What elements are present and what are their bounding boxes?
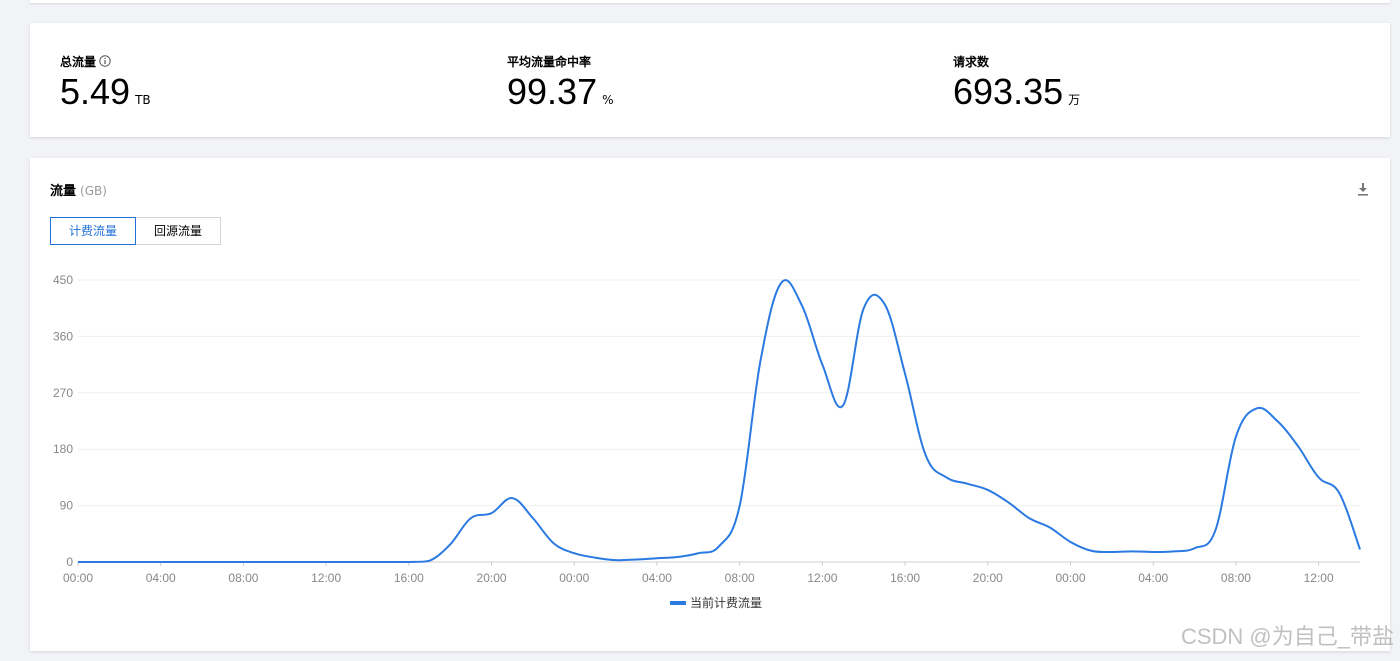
x-tick-label: 04:00 — [146, 571, 176, 585]
x-tick-label: 12:00 — [807, 571, 837, 585]
stat-unit: % — [602, 93, 614, 107]
series-line — [77, 279, 1361, 564]
x-tick-label: 20:00 — [973, 571, 1003, 585]
top-card-edge — [30, 0, 1390, 3]
x-tick-label: 12:00 — [1304, 571, 1334, 585]
x-tick-label: 20:00 — [477, 571, 507, 585]
legend-label: 当前计费流量 — [690, 596, 763, 610]
chart-legend[interactable]: 当前计费流量 — [670, 594, 762, 611]
tab-origin-traffic[interactable]: 回源流量 — [136, 217, 222, 245]
x-tick-label: 08:00 — [228, 571, 258, 585]
x-tick-label: 00:00 — [63, 571, 93, 585]
chart-unit: (GB) — [80, 184, 107, 198]
stat-unit: 万 — [1068, 93, 1081, 107]
watermark: CSDN @为自己_带盐 — [1180, 624, 1394, 649]
stat-label: 请求数 — [953, 54, 990, 69]
x-tick-label: 04:00 — [1138, 571, 1168, 585]
stat-value: 5.49 — [60, 71, 131, 112]
stat-requests: 请求数 693.35 万 — [953, 53, 1080, 112]
x-tick-label: 08:00 — [1221, 571, 1251, 585]
x-tick-label: 00:00 — [1056, 571, 1086, 585]
y-tick-label: 180 — [53, 442, 73, 456]
stat-value: 693.35 — [953, 71, 1064, 112]
y-tick-label: 270 — [53, 386, 73, 400]
traffic-type-tabs: 计费流量 回源流量 — [50, 217, 222, 245]
chart-title-text: 流量 — [50, 184, 77, 199]
x-tick-label: 12:00 — [311, 571, 341, 585]
traffic-chart-card: 流量 (GB) 计费流量 回源流量 0 90 180 270 360 450 00:00 04… — [30, 158, 1390, 651]
x-tick-label: 04:00 — [642, 571, 672, 585]
x-tick-label: 16:00 — [890, 571, 920, 585]
y-tick-label: 90 — [60, 499, 74, 513]
legend-swatch — [670, 600, 686, 605]
y-tick-label: 0 — [66, 555, 73, 569]
tab-billing-traffic[interactable]: 计费流量 — [50, 217, 137, 245]
stat-value: 99.37 — [507, 71, 598, 112]
stat-label: 平均流量命中率 — [507, 54, 592, 69]
x-tick-label: 00:00 — [559, 571, 589, 585]
x-tick-label: 16:00 — [394, 571, 424, 585]
stat-unit: TB — [135, 93, 151, 107]
stat-label: 总流量 — [60, 54, 97, 69]
x-tick-label: 08:00 — [725, 571, 755, 585]
chart-title: 流量 (GB) — [50, 180, 107, 199]
y-tick-label: 450 — [53, 273, 73, 287]
y-tick-label: 360 — [53, 329, 73, 343]
stat-hit-rate: 平均流量命中率 99.37 % — [507, 53, 614, 112]
info-icon[interactable] — [99, 55, 111, 67]
download-icon[interactable] — [1356, 181, 1370, 197]
traffic-line-chart: 0 90 180 270 360 450 00:00 04:00 08:00 12:00 16:0… — [53, 273, 1361, 585]
stats-card: 总流量 5.49 TB 平均流量命中率 99.37 % 请求数 693.35 万 — [30, 23, 1390, 137]
stat-total-traffic: 总流量 5.49 TB — [60, 53, 151, 112]
